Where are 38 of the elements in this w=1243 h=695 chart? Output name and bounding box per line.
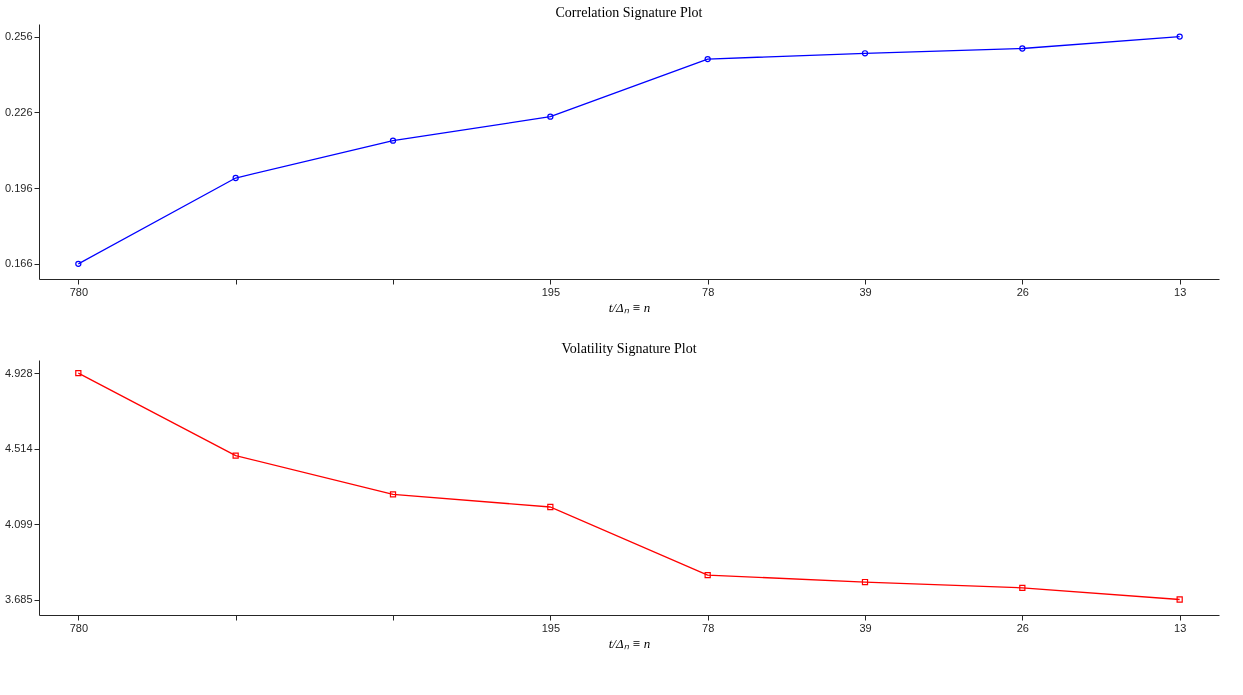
- point: [861, 578, 869, 586]
- y-tick-label: 3.685: [4, 593, 33, 606]
- x-tick-label: 780: [69, 621, 89, 634]
- point: [547, 503, 554, 511]
- point: [704, 55, 711, 63]
- point: [232, 452, 239, 459]
- x-tick-label: 195: [541, 285, 561, 298]
- x-axis-title: t/Δₙ ≡ n: [608, 299, 651, 315]
- x-tick-label: 13: [1174, 285, 1187, 298]
- x-tick-label: 13: [1174, 621, 1187, 634]
- x-tick-label: 26: [1016, 621, 1029, 634]
- point: [1019, 584, 1026, 592]
- point: [547, 113, 554, 120]
- y-tick-label: 0.166: [4, 257, 33, 270]
- x-axis-title: t/Δₙ ≡ n: [608, 635, 651, 651]
- x-tick-label: 780: [69, 285, 89, 298]
- y-tick-label: 4.514: [4, 442, 33, 455]
- point: [75, 369, 82, 377]
- y-tick-label: 4.928: [4, 366, 33, 379]
- chart-title: Correlation Signature Plot: [555, 5, 703, 20]
- point: [861, 50, 869, 57]
- x-tick-label: 39: [859, 285, 872, 298]
- point: [1176, 596, 1183, 603]
- x-tick-label: 78: [702, 285, 715, 298]
- x-tick-label: 26: [1016, 285, 1029, 298]
- y-tick-label: 0.196: [4, 181, 33, 194]
- point: [232, 174, 239, 182]
- y-tick-label: 0.256: [4, 30, 33, 43]
- point: [389, 137, 397, 144]
- point: [704, 571, 711, 579]
- y-tick-label: 4.099: [4, 517, 33, 530]
- x-tick-label: 39: [859, 621, 872, 634]
- x-tick-label: 78: [702, 621, 715, 634]
- y-tick-label: 0.226: [4, 105, 33, 118]
- point: [1019, 45, 1026, 52]
- chart-title: Volatility Signature Plot: [561, 341, 697, 356]
- x-tick-label: 195: [541, 621, 561, 634]
- point: [389, 491, 397, 498]
